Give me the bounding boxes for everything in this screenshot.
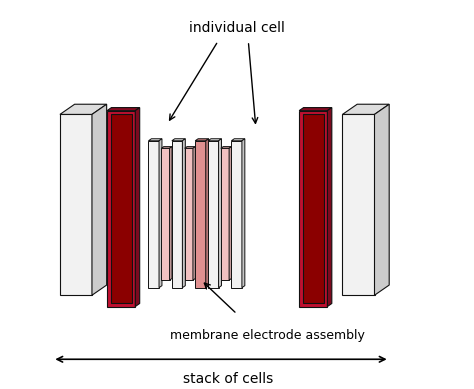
Polygon shape bbox=[221, 147, 231, 148]
Polygon shape bbox=[182, 139, 185, 288]
Polygon shape bbox=[374, 104, 389, 295]
Polygon shape bbox=[219, 139, 221, 288]
Text: stack of cells: stack of cells bbox=[183, 372, 273, 386]
Polygon shape bbox=[135, 108, 140, 307]
Polygon shape bbox=[231, 141, 242, 288]
Polygon shape bbox=[161, 148, 170, 280]
Polygon shape bbox=[148, 139, 162, 141]
Polygon shape bbox=[161, 147, 172, 148]
Polygon shape bbox=[231, 139, 245, 141]
Polygon shape bbox=[92, 104, 107, 295]
Polygon shape bbox=[195, 141, 206, 288]
Polygon shape bbox=[206, 139, 209, 288]
Polygon shape bbox=[172, 139, 185, 141]
Polygon shape bbox=[107, 108, 140, 110]
Polygon shape bbox=[328, 108, 332, 307]
Polygon shape bbox=[185, 147, 195, 148]
Polygon shape bbox=[242, 139, 245, 288]
Polygon shape bbox=[107, 110, 135, 307]
Polygon shape bbox=[229, 147, 231, 280]
Polygon shape bbox=[195, 139, 209, 141]
Polygon shape bbox=[221, 148, 229, 280]
Polygon shape bbox=[111, 114, 131, 303]
Polygon shape bbox=[159, 139, 162, 288]
Polygon shape bbox=[208, 141, 219, 288]
Polygon shape bbox=[343, 114, 374, 295]
Polygon shape bbox=[60, 114, 92, 295]
Polygon shape bbox=[60, 104, 107, 114]
Polygon shape bbox=[148, 141, 159, 288]
Polygon shape bbox=[208, 139, 221, 141]
Polygon shape bbox=[172, 141, 182, 288]
Polygon shape bbox=[170, 147, 172, 280]
Polygon shape bbox=[299, 110, 328, 307]
Polygon shape bbox=[193, 147, 195, 280]
Polygon shape bbox=[299, 108, 332, 110]
Polygon shape bbox=[185, 148, 193, 280]
Text: individual cell: individual cell bbox=[189, 21, 285, 35]
Polygon shape bbox=[343, 104, 389, 114]
Polygon shape bbox=[303, 114, 324, 303]
Text: membrane electrode assembly: membrane electrode assembly bbox=[170, 329, 365, 342]
